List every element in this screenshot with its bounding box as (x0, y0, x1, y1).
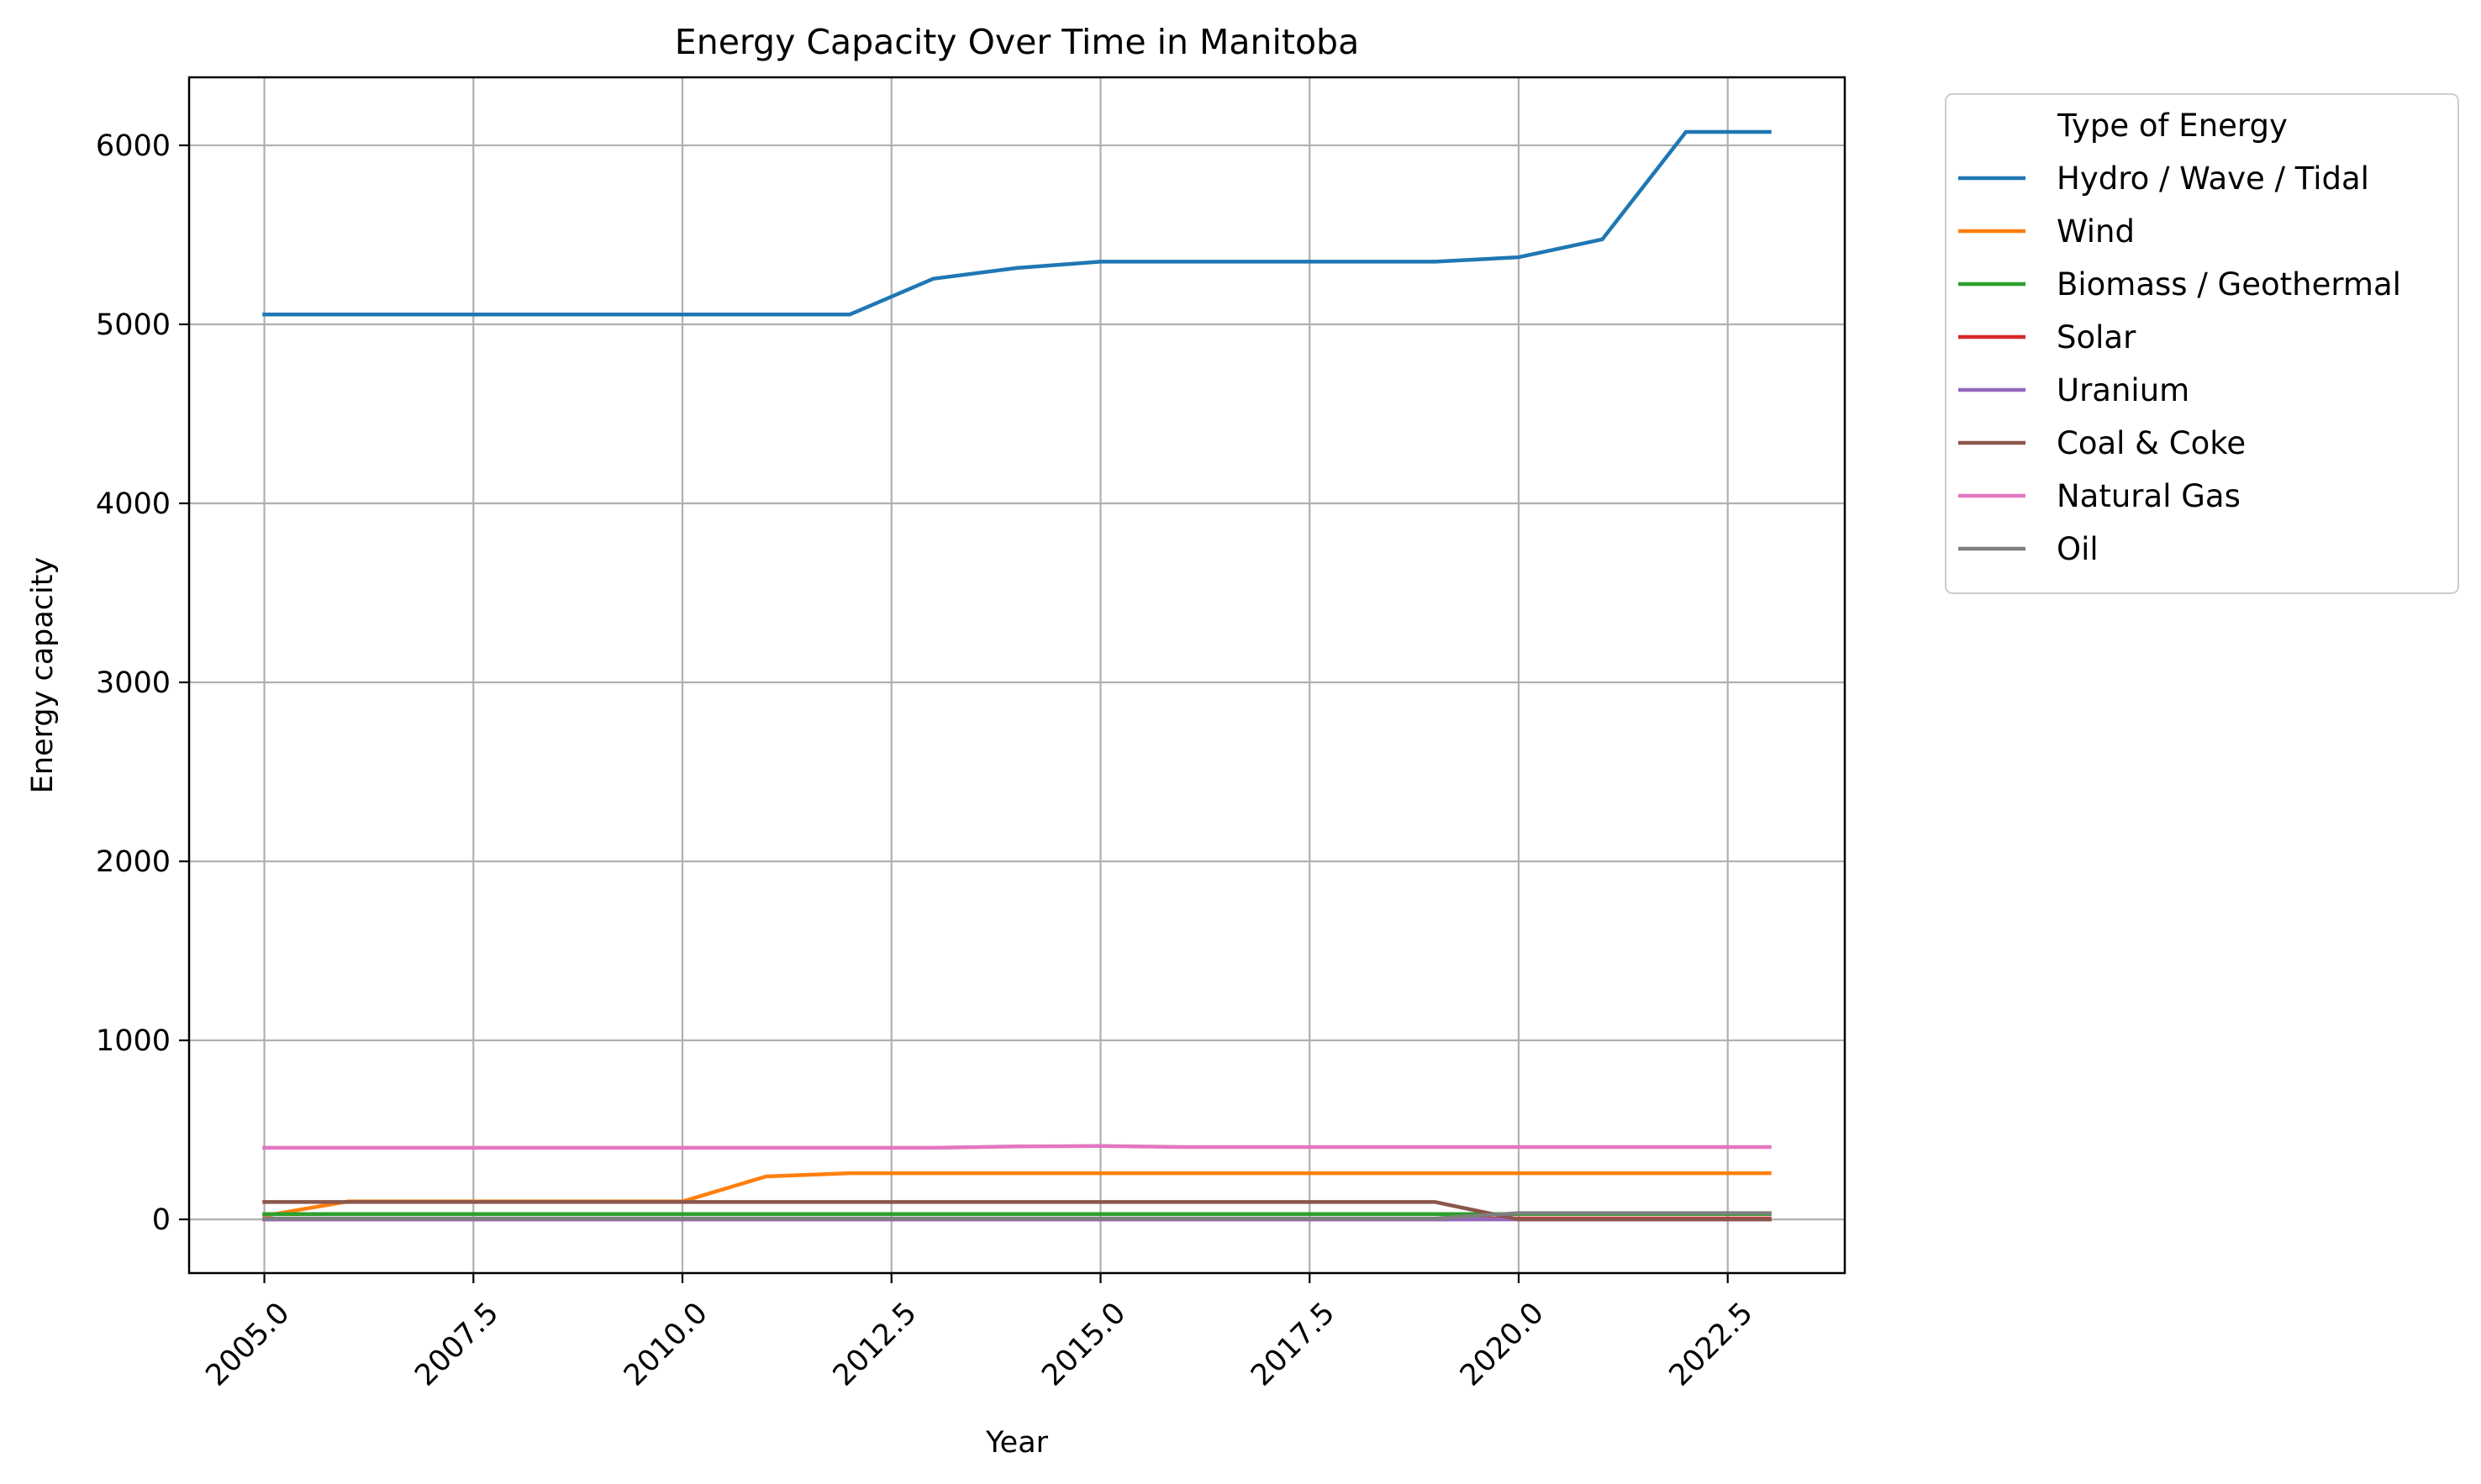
legend-label: Biomass / Geothermal (2057, 266, 2401, 303)
y-tick-label: 2000 (96, 845, 171, 879)
legend: Type of Energy Hydro / Wave / Tidal Wind B… (1945, 93, 2459, 594)
y-tick-label: 1000 (96, 1024, 171, 1058)
y-tick-label: 0 (152, 1203, 171, 1237)
legend-entries: Hydro / Wave / Tidal Wind Biomass / Geothe… (1958, 161, 2401, 567)
y-tick-label: 3000 (96, 666, 171, 700)
legend-label: Coal & Coke (2057, 425, 2246, 461)
legend-label: Uranium (2057, 372, 2189, 408)
legend-label: Hydro / Wave / Tidal (2057, 161, 2369, 197)
chart-title: Energy Capacity Over Time in Manitoba (675, 22, 1359, 62)
y-tick-label: 5000 (96, 308, 171, 342)
series-line-hydro-wave-tidal (262, 129, 1772, 317)
legend-label: Natural Gas (2057, 478, 2241, 514)
y-tick-label: 4000 (96, 487, 171, 521)
series-line-natural-gas (262, 1144, 1772, 1150)
y-axis: 0 1000 2000 3000 4000 5000 6000 (96, 129, 189, 1237)
legend-box (1945, 93, 2459, 594)
y-axis-label: Energy capacity (26, 557, 60, 793)
x-axis-label: Year (985, 1426, 1049, 1460)
plot-frame (187, 76, 1846, 1275)
series-line-oil (262, 1211, 1772, 1221)
y-tick-label: 6000 (96, 129, 171, 163)
series-line-coal-coke (262, 1200, 1772, 1222)
legend-label: Oil (2057, 531, 2099, 567)
legend-label: Wind (2057, 213, 2135, 250)
legend-title: Type of Energy (2057, 108, 2288, 144)
series-lines (261, 129, 1772, 1222)
legend-label: Solar (2057, 319, 2136, 355)
